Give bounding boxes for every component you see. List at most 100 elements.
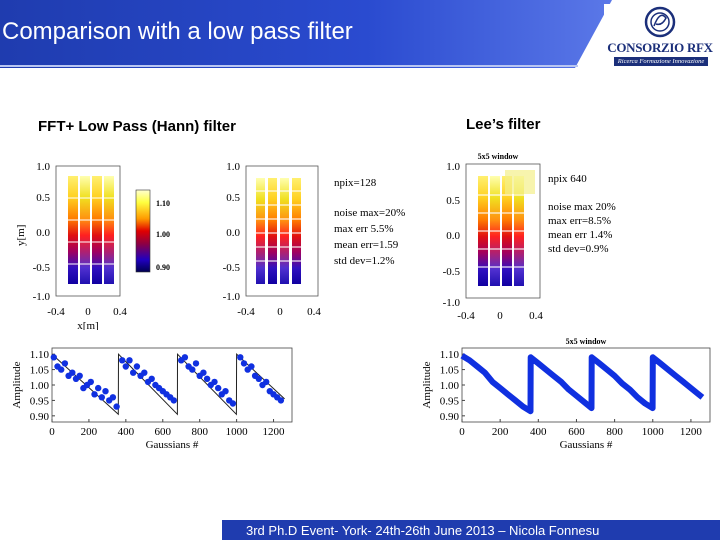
- x-tick-label: 600: [155, 426, 172, 438]
- data-point: [248, 363, 255, 370]
- data-point: [229, 400, 237, 407]
- data-point: [222, 388, 229, 395]
- y-axis-label: y[m]: [15, 225, 27, 246]
- x-tick: 0.4: [529, 310, 543, 322]
- left-section-label: FFT+ Low Pass (Hann) filter: [38, 118, 236, 135]
- x-tick: 0.4: [307, 306, 321, 318]
- stat-line: noise max=20%: [334, 207, 405, 219]
- y-tick: 1.0: [36, 161, 50, 173]
- x-tick-label: 1200: [263, 426, 286, 438]
- window-label: 5x5 window: [478, 152, 519, 161]
- x-tick-label: 600: [568, 426, 585, 438]
- x-tick-label: 200: [492, 426, 509, 438]
- y-tick: 0.0: [226, 227, 240, 239]
- x-tick-label: 0: [459, 426, 465, 438]
- stat-line: mean err=1.59: [334, 239, 399, 251]
- y-tick: 0.5: [226, 192, 240, 204]
- fft-map-panel-128: 1.0 0.5 0.0 -0.5 -1.0 -0.4 0 0.4: [223, 161, 322, 318]
- map-row-gaps: [476, 194, 526, 268]
- data-point: [69, 369, 76, 376]
- y-tick-label: 1.05: [440, 365, 460, 377]
- map-column: [92, 176, 102, 284]
- map-corner-highlight: [505, 170, 535, 194]
- x-tick: -0.4: [457, 310, 475, 322]
- fft-amplitude-chart: 1.10 1.05 1.00 0.95 0.90 0 200 400 600 800 1000 120…: [11, 347, 293, 451]
- map-column: [256, 178, 265, 284]
- map-column: [280, 178, 289, 284]
- data-point: [170, 397, 177, 404]
- stat-line: npix=128: [334, 177, 377, 189]
- x-axis-label: Gaussians #: [560, 439, 613, 451]
- x-tick-label: 1000: [642, 426, 665, 438]
- data-point: [109, 394, 117, 401]
- data-point: [95, 384, 102, 392]
- data-point: [98, 394, 106, 401]
- map-column: [292, 178, 301, 284]
- data-point: [211, 378, 218, 386]
- x-tick: 0: [277, 306, 283, 318]
- stat-line: npix 640: [548, 173, 587, 185]
- y-tick: 0.0: [36, 227, 50, 239]
- x-axis-label: x[m]: [77, 320, 98, 330]
- series-band-filtered: [460, 353, 705, 415]
- x-tick-label: 200: [81, 426, 98, 438]
- x-tick-label: 1000: [226, 426, 249, 438]
- x-axis-label: Gaussians #: [146, 439, 199, 451]
- y-tick-label: 0.90: [440, 411, 460, 423]
- data-point: [255, 375, 262, 382]
- colorbar: 1.10 1.00 0.90: [135, 189, 170, 273]
- colorbar-tick: 1.10: [156, 199, 170, 208]
- data-point: [192, 360, 200, 367]
- data-point: [263, 378, 270, 386]
- logo-name: CONSORZIO RFX: [607, 40, 713, 55]
- y-tick-label: 0.90: [30, 411, 50, 423]
- fft-map-panel: 1.0 0.5 0.0 -0.5 -1.0 -0.4 0 0.4 x[m] y[…: [15, 161, 127, 330]
- colorbar-tick: 0.90: [156, 263, 170, 272]
- y-tick: -0.5: [223, 262, 241, 274]
- data-point: [58, 366, 65, 373]
- data-point: [133, 363, 141, 370]
- chart-title: 5x5 window: [566, 337, 607, 346]
- y-tick: 0.5: [36, 192, 50, 204]
- y-tick-label: 1.00: [30, 380, 50, 392]
- colorbar-tick: 1.00: [156, 230, 170, 239]
- data-point: [122, 363, 129, 370]
- middle-stats: npix=128 noise max=20% max err 5.5% mean…: [334, 177, 405, 267]
- filtered-maps: 1.0 0.5 0.0 -0.5 -1.0 -0.4 0 0.4 x[m] y[…: [15, 152, 616, 330]
- stat-line: mean err 1.4%: [548, 229, 612, 241]
- x-tick-label: 400: [530, 426, 547, 438]
- x-tick: -0.4: [237, 306, 255, 318]
- y-tick: -0.5: [33, 262, 51, 274]
- y-tick: -1.0: [443, 297, 461, 309]
- data-point: [141, 369, 148, 376]
- stat-line: max err=8.5%: [548, 215, 611, 227]
- header-banner: [0, 0, 612, 68]
- consorzio-rfx-logo: CONSORZIO RFX Ricerca Formazione Innovaz…: [604, 4, 716, 66]
- x-tick: 0: [85, 306, 91, 318]
- logo-tagline: Ricerca Formazione Innovazione: [614, 57, 708, 66]
- x-tick-label: 0: [49, 426, 55, 438]
- data-point: [113, 403, 120, 410]
- y-tick: -1.0: [223, 291, 241, 303]
- data-point: [237, 354, 244, 361]
- y-tick: 1.0: [226, 161, 240, 173]
- data-point: [200, 369, 207, 376]
- x-tick-label: 800: [606, 426, 623, 438]
- x-tick: 0.4: [113, 306, 127, 318]
- data-point: [189, 366, 196, 373]
- y-tick: -1.0: [33, 291, 51, 303]
- data-point: [215, 384, 222, 392]
- data-point: [87, 378, 95, 386]
- map-column: [68, 176, 78, 284]
- y-tick-label: 0.95: [440, 395, 460, 407]
- map-column: [268, 178, 277, 284]
- data-point: [102, 388, 109, 395]
- y-axis-label: Amplitude: [421, 361, 433, 408]
- lee-amplitude-chart: 1.10 1.05 1.00 0.95 0.90 0 200 400 600 800 1000 120…: [421, 337, 711, 451]
- header-bar: [0, 0, 612, 68]
- y-tick-label: 0.95: [30, 395, 50, 407]
- stat-line: noise max 20%: [548, 201, 616, 213]
- y-axis-label: Amplitude: [11, 361, 23, 408]
- text-mask: [412, 180, 442, 280]
- stat-line: std dev=0.9%: [548, 243, 609, 255]
